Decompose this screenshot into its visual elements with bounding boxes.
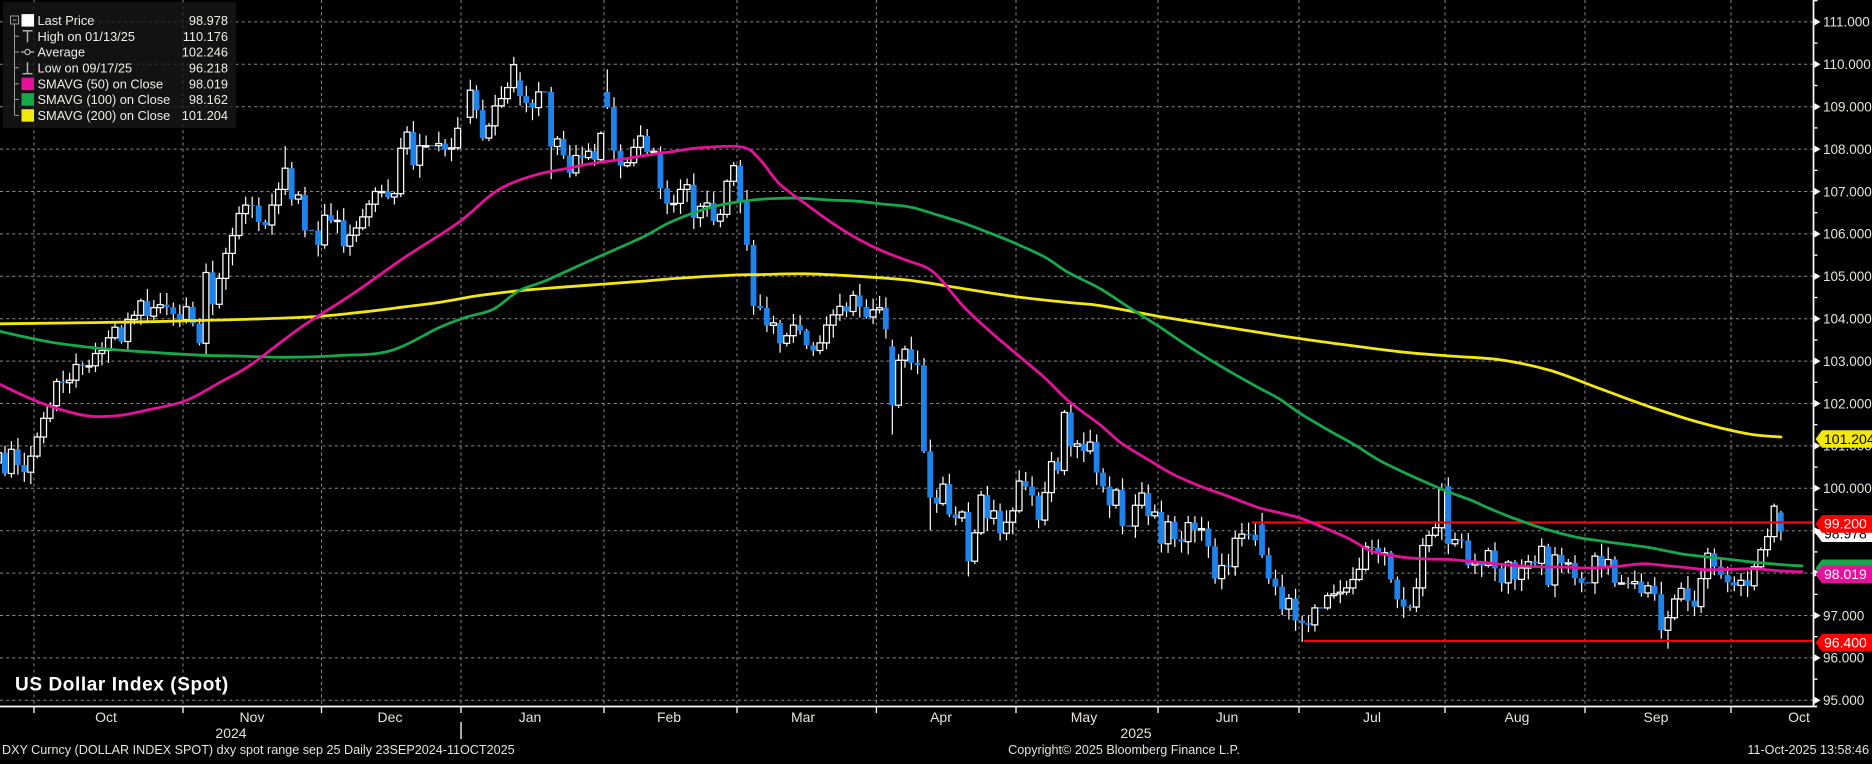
- svg-text:99.200: 99.200: [1824, 516, 1867, 532]
- svg-text:111.000: 111.000: [1823, 15, 1870, 30]
- svg-text:109.000: 109.000: [1823, 100, 1872, 115]
- svg-text:US Dollar Index (Spot): US Dollar Index (Spot): [15, 675, 229, 696]
- svg-text:96.000: 96.000: [1823, 651, 1864, 666]
- svg-text:2025: 2025: [1120, 725, 1151, 741]
- svg-text:Average: Average: [38, 45, 85, 60]
- svg-text:Jul: Jul: [1363, 709, 1381, 725]
- svg-text:106.000: 106.000: [1823, 227, 1872, 242]
- svg-text:100.000: 100.000: [1823, 481, 1872, 496]
- svg-text:May: May: [1071, 709, 1097, 725]
- svg-text:98.019: 98.019: [1824, 566, 1867, 582]
- svg-text:96.400: 96.400: [1824, 634, 1867, 650]
- svg-text:98.019: 98.019: [189, 76, 228, 91]
- svg-text:SMAVG (100) on Close: SMAVG (100) on Close: [38, 92, 171, 107]
- svg-text:Mar: Mar: [791, 709, 815, 725]
- svg-text:101.204: 101.204: [182, 108, 228, 123]
- svg-text:Aug: Aug: [1505, 709, 1530, 725]
- svg-text:107.000: 107.000: [1823, 184, 1872, 199]
- svg-text:105.000: 105.000: [1823, 269, 1872, 284]
- svg-text:Jan: Jan: [519, 709, 542, 725]
- svg-text:Apr: Apr: [930, 709, 952, 725]
- svg-text:Feb: Feb: [657, 709, 681, 725]
- svg-text:98.978: 98.978: [189, 13, 228, 28]
- svg-text:Dec: Dec: [378, 709, 403, 725]
- svg-text:101.204: 101.204: [1824, 431, 1872, 447]
- svg-text:SMAVG (200) on Close: SMAVG (200) on Close: [38, 108, 171, 123]
- svg-text:96.218: 96.218: [189, 60, 228, 75]
- svg-text:SMAVG (50) on Close: SMAVG (50) on Close: [38, 76, 164, 91]
- svg-text:98.162: 98.162: [189, 92, 228, 107]
- svg-text:Oct: Oct: [95, 709, 117, 725]
- svg-text:103.000: 103.000: [1823, 354, 1872, 369]
- svg-text:Nov: Nov: [240, 709, 265, 725]
- svg-text:97.000: 97.000: [1823, 608, 1864, 623]
- svg-text:Low on 09/17/25: Low on 09/17/25: [38, 60, 133, 75]
- svg-text:DXY Curncy (DOLLAR INDEX SPOT): DXY Curncy (DOLLAR INDEX SPOT) dxy spot …: [2, 743, 515, 757]
- svg-text:Sep: Sep: [1644, 709, 1669, 725]
- svg-text:102.000: 102.000: [1823, 396, 1872, 411]
- svg-text:High on 01/13/25: High on 01/13/25: [38, 29, 135, 44]
- svg-text:Jun: Jun: [1216, 709, 1239, 725]
- svg-text:108.000: 108.000: [1823, 142, 1872, 157]
- svg-text:Last Price: Last Price: [38, 13, 95, 28]
- svg-text:Oct: Oct: [1788, 709, 1810, 725]
- svg-text:2024: 2024: [215, 725, 246, 741]
- svg-text:110.000: 110.000: [1823, 57, 1871, 72]
- svg-text:11-Oct-2025 13:58:46: 11-Oct-2025 13:58:46: [1747, 743, 1869, 757]
- svg-text:95.000: 95.000: [1823, 693, 1864, 708]
- svg-text:102.246: 102.246: [182, 45, 228, 60]
- svg-text:104.000: 104.000: [1823, 312, 1872, 327]
- svg-text:110.176: 110.176: [183, 29, 228, 44]
- svg-text:Copyright© 2025 Bloomberg Fina: Copyright© 2025 Bloomberg Finance L.P.: [1008, 743, 1240, 757]
